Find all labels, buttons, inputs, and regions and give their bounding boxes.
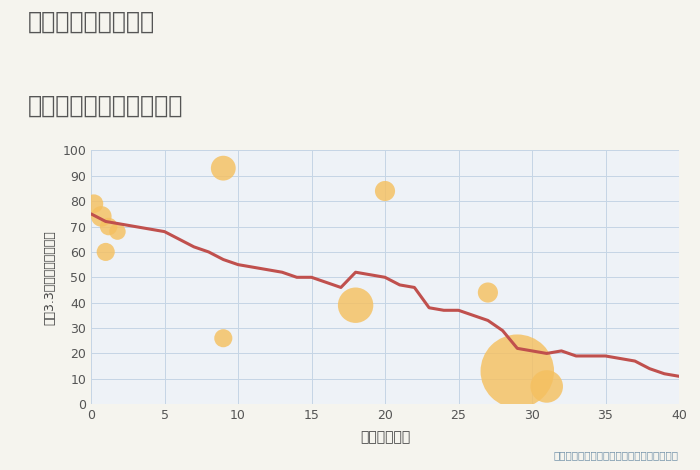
Point (350, 301, 361, 309)
Point (218, 164, 229, 172)
Text: 三重県桑名市和泉の: 三重県桑名市和泉の (28, 9, 155, 33)
Point (482, 289, 493, 296)
Point (88, 200, 99, 207)
Y-axis label: 平（3.3㎡）単価（万円）: 平（3.3㎡）単価（万円） (43, 230, 57, 325)
Point (103, 223, 114, 230)
Point (112, 228, 123, 235)
Point (100, 248, 111, 256)
Point (379, 187, 391, 195)
Text: 円の大きさは、取引のあった物件面積を示す: 円の大きさは、取引のあった物件面積を示す (554, 450, 679, 460)
Point (218, 335, 229, 342)
Text: 築年数別中古戸建て価格: 築年数別中古戸建て価格 (28, 94, 183, 118)
X-axis label: 築年数（年）: 築年数（年） (360, 431, 410, 445)
Point (96, 212, 107, 220)
Point (541, 383, 552, 390)
Point (512, 368, 523, 375)
